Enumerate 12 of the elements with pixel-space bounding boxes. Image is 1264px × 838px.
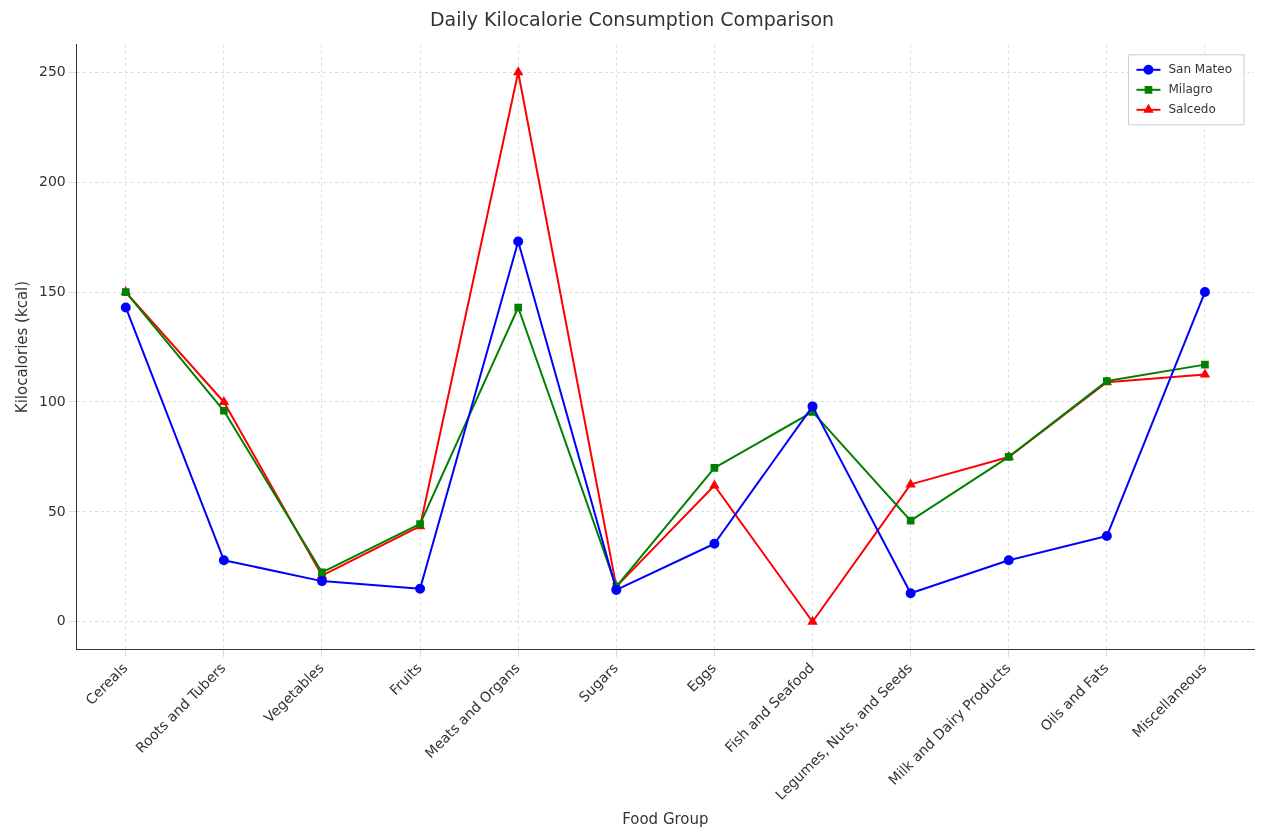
legend-label: Milagro: [1168, 81, 1213, 96]
chart-title: Daily Kilocalorie Consumption Comparison: [429, 8, 835, 31]
x-axis-title: Food Group: [622, 809, 709, 828]
y-tick-label: 200: [38, 172, 66, 189]
y-tick-label: 50: [47, 502, 66, 519]
y-tick-label: 100: [38, 392, 66, 409]
y-tick-label: 250: [38, 62, 66, 79]
y-tick-label: 150: [38, 282, 66, 299]
legend-label: Salcedo: [1168, 101, 1216, 116]
legend-label: San Mateo: [1168, 61, 1232, 76]
y-axis-title: Kilocalories (kcal): [12, 280, 31, 414]
y-tick-label: 0: [56, 612, 66, 629]
